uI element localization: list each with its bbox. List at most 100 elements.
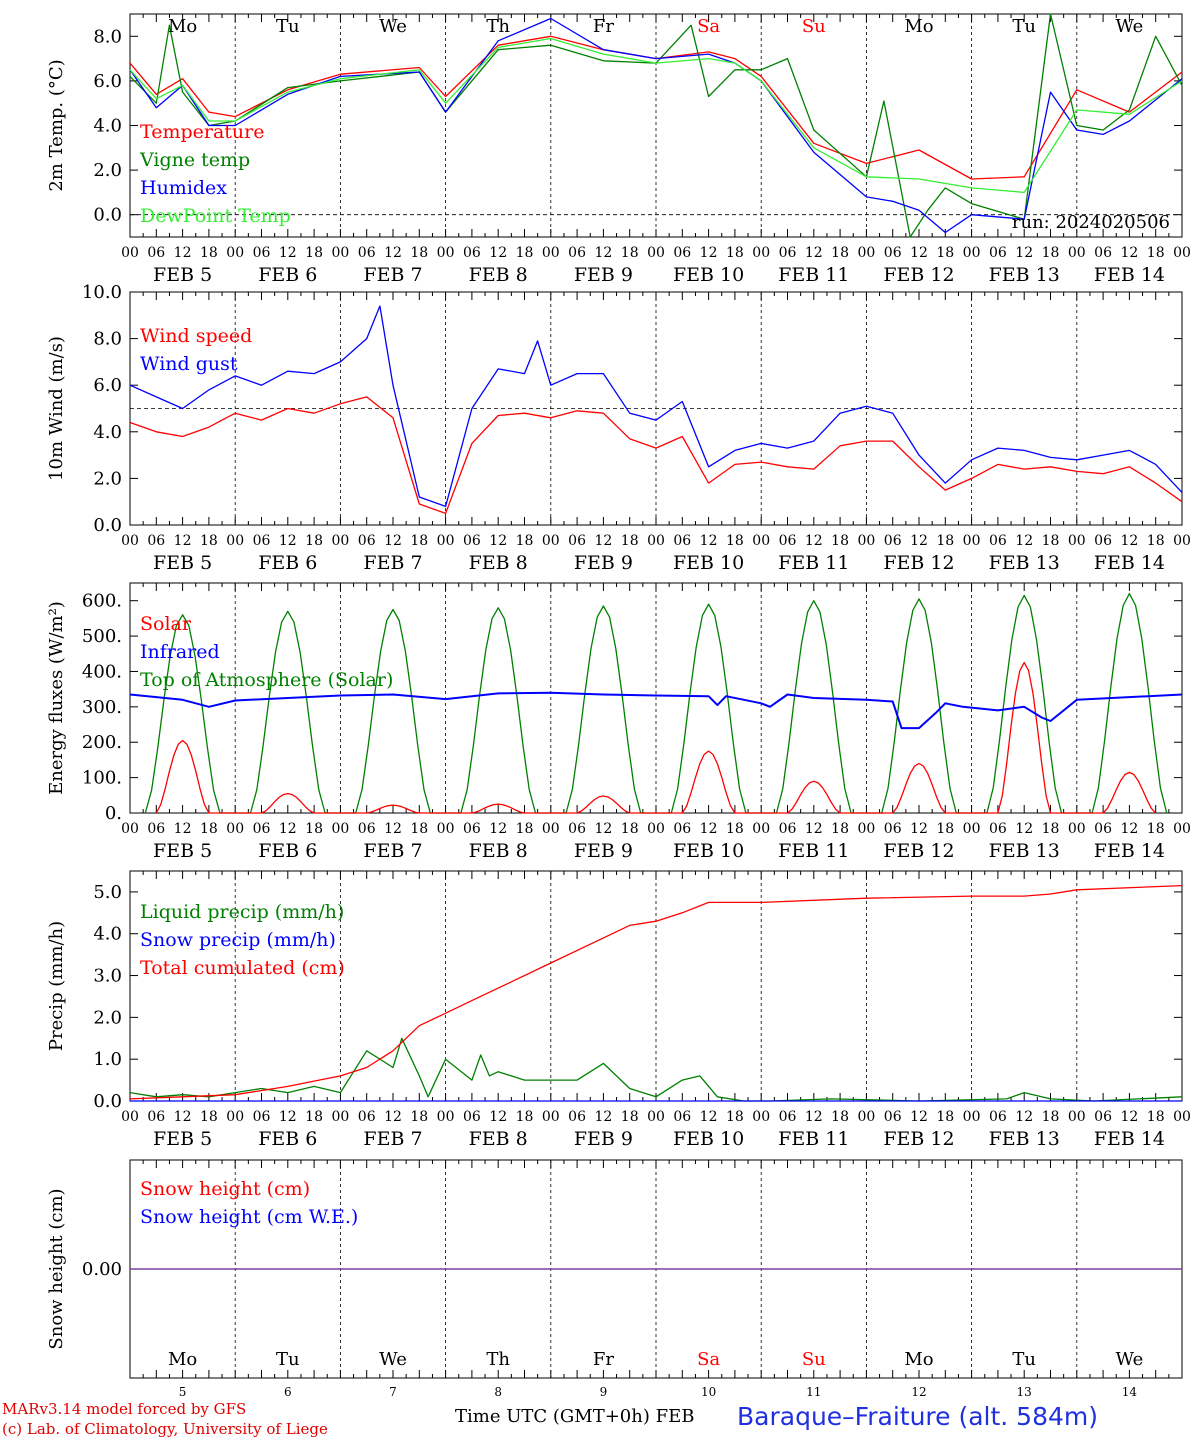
hour-tick-label: 00 (121, 533, 139, 549)
date-label: FEB 14 (1094, 264, 1165, 286)
hour-tick-label: 00 (963, 245, 981, 261)
hour-tick-label: 12 (1015, 533, 1033, 549)
date-label: FEB 5 (153, 264, 212, 286)
hour-tick-label: 00 (121, 245, 139, 261)
hour-tick-label: 12 (1120, 245, 1138, 261)
hour-tick-label: 06 (989, 245, 1007, 261)
hour-tick-label: 00 (647, 1109, 665, 1125)
y-tick-label: 4.0 (93, 924, 122, 945)
date-label: FEB 13 (989, 840, 1060, 862)
hour-tick-label: 00 (1068, 821, 1086, 837)
hour-tick-label: 00 (331, 533, 349, 549)
hour-tick-label: 00 (1173, 533, 1191, 549)
y-tick-label: 10.0 (82, 282, 122, 303)
hour-tick-label: 12 (174, 1109, 192, 1125)
y-tick-label: 100. (82, 768, 122, 789)
date-label: FEB 9 (574, 1128, 633, 1150)
hour-tick-label: 06 (673, 245, 691, 261)
y-tick-label: 500. (82, 626, 122, 647)
legend-entry: Vigne temp (139, 149, 250, 171)
y-tick-label: 2.0 (93, 160, 122, 181)
hour-tick-label: 00 (437, 1109, 455, 1125)
series-line-blue (129, 691, 1183, 730)
y-tick-label: 400. (82, 661, 122, 682)
date-label: FEB 11 (778, 840, 849, 862)
weekday-label: Fr (593, 1349, 614, 1370)
hour-tick-label: 06 (358, 1109, 376, 1125)
hour-tick-label: 06 (253, 533, 271, 549)
hour-tick-label: 06 (779, 533, 797, 549)
hour-tick-label: 06 (1094, 821, 1112, 837)
hour-tick-label: 12 (910, 821, 928, 837)
hour-tick-label: 00 (226, 245, 244, 261)
hour-tick-label: 18 (936, 533, 954, 549)
hour-tick-label: 18 (410, 1109, 428, 1125)
date-label: FEB 10 (673, 264, 744, 286)
series-line-red (155, 661, 1157, 814)
hour-tick-label: 06 (884, 821, 902, 837)
hour-tick-label: 00 (226, 821, 244, 837)
hour-tick-label: 06 (1094, 245, 1112, 261)
hour-tick-label: 06 (884, 245, 902, 261)
date-label: FEB 13 (989, 1128, 1060, 1150)
weekday-label: Mo (168, 1349, 197, 1370)
date-label: FEB 7 (363, 1128, 422, 1150)
weekday-label: Tu (276, 1349, 300, 1370)
y-tick-label: 200. (82, 732, 122, 753)
hour-tick-label: 18 (1147, 245, 1165, 261)
weekday-label: Su (802, 16, 826, 37)
date-label: FEB 12 (883, 840, 954, 862)
date-label: FEB 9 (574, 840, 633, 862)
y-tick-label: 0.0 (93, 205, 122, 226)
y-tick-label: 600. (82, 591, 122, 612)
day-number-label: 8 (494, 1385, 502, 1399)
hour-tick-label: 06 (463, 245, 481, 261)
y-tick-label: 8.0 (93, 26, 122, 47)
hour-tick-label: 00 (542, 245, 560, 261)
hour-tick-label: 00 (437, 821, 455, 837)
hour-tick-label: 18 (1042, 821, 1060, 837)
legend-entry: Wind gust (140, 353, 238, 375)
legend-entry: Wind speed (140, 325, 252, 347)
hour-tick-label: 06 (358, 533, 376, 549)
date-label: FEB 8 (469, 840, 528, 862)
hour-tick-label: 12 (910, 1109, 928, 1125)
panel-frame-0 (129, 13, 1183, 238)
hour-tick-label: 00 (1068, 245, 1086, 261)
weekday-label: Fr (593, 16, 614, 37)
hour-tick-label: 18 (305, 821, 323, 837)
y-tick-label: 8.0 (93, 329, 122, 350)
hour-tick-label: 18 (726, 1109, 744, 1125)
date-label: FEB 11 (778, 1128, 849, 1150)
hour-tick-label: 06 (568, 533, 586, 549)
date-label: FEB 6 (258, 264, 317, 286)
hour-tick-label: 18 (831, 1109, 849, 1125)
hour-tick-label: 06 (989, 533, 1007, 549)
hour-tick-label: 18 (516, 245, 534, 261)
weekday-label: Tu (276, 16, 300, 37)
hour-tick-label: 12 (594, 821, 612, 837)
date-label: FEB 14 (1094, 840, 1165, 862)
hour-tick-label: 18 (1147, 1109, 1165, 1125)
date-label: FEB 14 (1094, 552, 1165, 574)
hour-tick-label: 12 (1015, 821, 1033, 837)
hour-tick-label: 06 (989, 1109, 1007, 1125)
hour-tick-label: 18 (936, 821, 954, 837)
hour-tick-label: 00 (752, 533, 770, 549)
hour-tick-label: 18 (516, 533, 534, 549)
day-number-label: 11 (806, 1385, 821, 1399)
hour-tick-label: 18 (410, 821, 428, 837)
day-number-label: 5 (179, 1385, 187, 1399)
hour-tick-label: 06 (568, 821, 586, 837)
credit-line-1: MARv3.14 model forced by GFS (2, 1400, 247, 1418)
hour-tick-label: 06 (147, 245, 165, 261)
hour-tick-label: 12 (910, 245, 928, 261)
date-label: FEB 5 (153, 840, 212, 862)
hour-tick-label: 18 (200, 245, 218, 261)
hour-tick-label: 12 (489, 245, 507, 261)
hour-tick-label: 12 (805, 1109, 823, 1125)
hour-tick-label: 00 (1068, 1109, 1086, 1125)
day-number-label: 7 (389, 1385, 397, 1399)
date-label: FEB 11 (778, 264, 849, 286)
